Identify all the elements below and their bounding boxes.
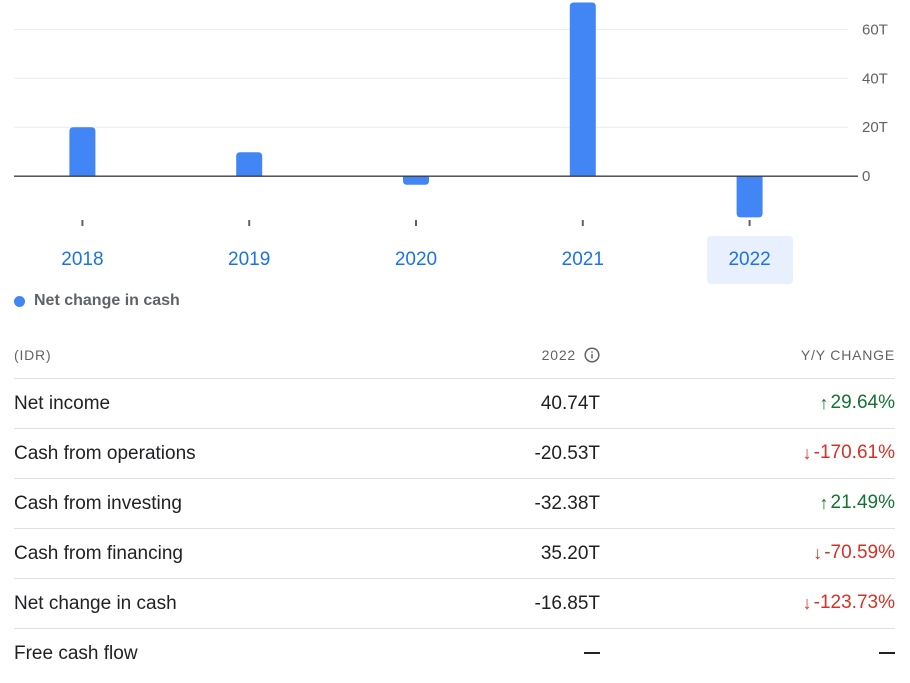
year-header-label: 2022 bbox=[541, 346, 576, 363]
y-tick-label: 60T bbox=[862, 21, 888, 38]
y-tick-label: 0 bbox=[862, 168, 870, 185]
legend-dot-icon bbox=[14, 295, 25, 307]
year-tab-2021[interactable]: 2021 bbox=[561, 249, 604, 270]
year-tab-2019[interactable]: 2019 bbox=[228, 249, 271, 270]
row-change: ↑ 21.49% bbox=[600, 478, 895, 529]
arrow-down-icon: ↓ bbox=[813, 542, 823, 563]
legend-label: Net change in cash bbox=[34, 292, 180, 309]
currency-header: (IDR) bbox=[14, 331, 430, 379]
yy-change-header: Y/Y CHANGE bbox=[600, 331, 895, 379]
table-row: Cash from operations -20.53T ↓ -170.61% bbox=[14, 428, 895, 479]
table-row: Cash from financing 35.20T ↓ -70.59% bbox=[14, 528, 895, 579]
row-change: ↑ 29.64% bbox=[600, 378, 895, 429]
bar-2019[interactable] bbox=[236, 152, 263, 177]
row-change-empty bbox=[600, 629, 895, 679]
change-value: -123.73% bbox=[813, 592, 895, 614]
table-row: Net change in cash -16.85T ↓ -123.73% bbox=[14, 578, 895, 629]
bar-2018[interactable] bbox=[69, 127, 96, 177]
y-tick-label: 20T bbox=[862, 119, 888, 136]
year-tab-2018[interactable]: 2018 bbox=[61, 249, 104, 270]
table-row: Cash from investing -32.38T ↑ 21.49% bbox=[14, 478, 895, 529]
table-row: Free cash flow bbox=[14, 629, 895, 679]
table-row: Net income 40.74T ↑ 29.64% bbox=[14, 378, 895, 429]
change-indicator: ↓ -123.73% bbox=[803, 592, 895, 614]
dash-icon bbox=[584, 652, 600, 655]
change-value: -170.61% bbox=[813, 442, 895, 464]
row-label: Cash from operations bbox=[14, 428, 430, 479]
bar-2020[interactable] bbox=[403, 176, 429, 185]
row-value-empty bbox=[430, 629, 600, 679]
arrow-up-icon: ↑ bbox=[819, 392, 829, 413]
row-change: ↓ -123.73% bbox=[600, 578, 895, 629]
y-tick-label: 40T bbox=[862, 70, 888, 87]
row-label: Cash from financing bbox=[14, 528, 430, 579]
arrow-down-icon: ↓ bbox=[802, 442, 812, 463]
bar-2021[interactable] bbox=[569, 2, 596, 177]
chart-legend: Net change in cash bbox=[14, 292, 180, 310]
info-icon[interactable] bbox=[584, 346, 600, 363]
change-value: 21.49% bbox=[830, 492, 895, 514]
row-value: -16.85T bbox=[430, 578, 600, 629]
bar-2022[interactable] bbox=[736, 176, 763, 218]
row-label: Net change in cash bbox=[14, 578, 430, 629]
row-value: 35.20T bbox=[430, 528, 600, 579]
row-label: Cash from investing bbox=[14, 478, 430, 529]
change-indicator: ↑ 21.49% bbox=[820, 492, 895, 514]
arrow-up-icon: ↑ bbox=[819, 492, 829, 513]
change-indicator: ↓ -170.61% bbox=[803, 442, 895, 464]
change-indicator: ↑ 29.64% bbox=[820, 392, 895, 414]
cash-flow-table: (IDR) 2022 Y/Y CHANGE Net income 40.74T ↑ 2… bbox=[14, 331, 895, 678]
change-indicator: ↓ -70.59% bbox=[813, 542, 895, 564]
dash-icon bbox=[879, 652, 895, 655]
bar-chart: 60T 40T 20T 0 bbox=[14, 2, 888, 226]
year-tab-2020[interactable]: 2020 bbox=[394, 249, 438, 270]
row-label: Free cash flow bbox=[14, 642, 138, 664]
row-change: ↓ -70.59% bbox=[600, 528, 895, 579]
year-header: 2022 bbox=[430, 331, 600, 379]
row-value: -32.38T bbox=[430, 478, 600, 529]
row-value: 40.74T bbox=[430, 378, 600, 429]
table-header-row: (IDR) 2022 Y/Y CHANGE bbox=[14, 331, 895, 379]
row-label: Net income bbox=[14, 378, 430, 429]
row-change: ↓ -170.61% bbox=[600, 428, 895, 479]
arrow-down-icon: ↓ bbox=[802, 592, 812, 613]
row-value: -20.53T bbox=[430, 428, 600, 479]
change-value: -70.59% bbox=[824, 542, 895, 564]
change-value: 29.64% bbox=[830, 392, 895, 414]
year-tab-2022[interactable]: 2022 bbox=[706, 236, 793, 284]
